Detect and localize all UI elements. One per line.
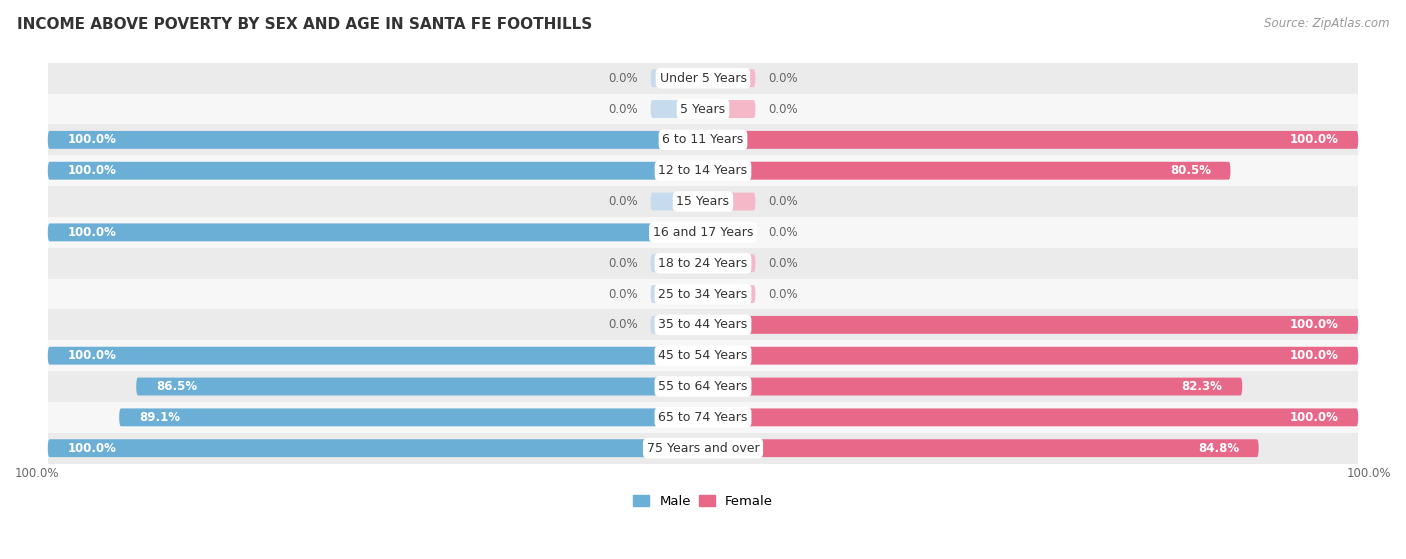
FancyBboxPatch shape (48, 439, 703, 457)
Text: 100.0%: 100.0% (67, 164, 117, 177)
FancyBboxPatch shape (136, 377, 703, 395)
Text: 6 to 11 Years: 6 to 11 Years (662, 134, 744, 146)
Text: 86.5%: 86.5% (156, 380, 197, 393)
FancyBboxPatch shape (48, 347, 703, 364)
Bar (48, 278, 1358, 310)
FancyBboxPatch shape (703, 377, 1243, 395)
Bar (48, 310, 1358, 340)
FancyBboxPatch shape (703, 162, 1230, 179)
Text: Source: ZipAtlas.com: Source: ZipAtlas.com (1264, 17, 1389, 30)
FancyBboxPatch shape (120, 409, 703, 427)
Text: 0.0%: 0.0% (607, 102, 637, 116)
Bar (48, 125, 1358, 155)
Bar (48, 217, 1358, 248)
Text: 100.0%: 100.0% (1347, 467, 1391, 480)
Bar (48, 94, 1358, 125)
Bar (48, 248, 1358, 278)
Text: 65 to 74 Years: 65 to 74 Years (658, 411, 748, 424)
Text: 75 Years and over: 75 Years and over (647, 442, 759, 454)
FancyBboxPatch shape (703, 439, 1258, 457)
FancyBboxPatch shape (651, 69, 703, 87)
FancyBboxPatch shape (703, 193, 755, 211)
Bar (48, 155, 1358, 186)
Text: 0.0%: 0.0% (607, 195, 637, 208)
FancyBboxPatch shape (703, 131, 1358, 149)
FancyBboxPatch shape (651, 316, 703, 334)
FancyBboxPatch shape (48, 162, 703, 179)
Bar (48, 433, 1358, 463)
Text: 100.0%: 100.0% (1289, 349, 1339, 362)
FancyBboxPatch shape (703, 224, 755, 241)
Text: 100.0%: 100.0% (1289, 319, 1339, 331)
FancyBboxPatch shape (703, 409, 1358, 427)
Text: 0.0%: 0.0% (769, 195, 799, 208)
FancyBboxPatch shape (703, 100, 755, 118)
FancyBboxPatch shape (48, 224, 703, 241)
Text: 5 Years: 5 Years (681, 102, 725, 116)
Text: 0.0%: 0.0% (769, 72, 799, 85)
Text: 100.0%: 100.0% (15, 467, 59, 480)
Text: Under 5 Years: Under 5 Years (659, 72, 747, 85)
Text: INCOME ABOVE POVERTY BY SEX AND AGE IN SANTA FE FOOTHILLS: INCOME ABOVE POVERTY BY SEX AND AGE IN S… (17, 17, 592, 32)
Text: 84.8%: 84.8% (1198, 442, 1239, 454)
Text: 100.0%: 100.0% (1289, 411, 1339, 424)
Bar (48, 340, 1358, 371)
Text: 100.0%: 100.0% (1289, 134, 1339, 146)
Text: 18 to 24 Years: 18 to 24 Years (658, 257, 748, 269)
FancyBboxPatch shape (651, 254, 703, 272)
Text: 100.0%: 100.0% (67, 226, 117, 239)
FancyBboxPatch shape (703, 285, 755, 303)
FancyBboxPatch shape (651, 100, 703, 118)
Text: 15 Years: 15 Years (676, 195, 730, 208)
FancyBboxPatch shape (48, 131, 703, 149)
Legend: Male, Female: Male, Female (627, 490, 779, 513)
Text: 16 and 17 Years: 16 and 17 Years (652, 226, 754, 239)
FancyBboxPatch shape (703, 316, 1358, 334)
Text: 35 to 44 Years: 35 to 44 Years (658, 319, 748, 331)
Text: 55 to 64 Years: 55 to 64 Years (658, 380, 748, 393)
Text: 100.0%: 100.0% (67, 134, 117, 146)
Text: 0.0%: 0.0% (607, 287, 637, 301)
Text: 45 to 54 Years: 45 to 54 Years (658, 349, 748, 362)
Text: 0.0%: 0.0% (769, 226, 799, 239)
FancyBboxPatch shape (703, 347, 1358, 364)
Text: 0.0%: 0.0% (769, 102, 799, 116)
Bar (48, 63, 1358, 94)
Text: 89.1%: 89.1% (139, 411, 180, 424)
Text: 100.0%: 100.0% (67, 349, 117, 362)
Text: 100.0%: 100.0% (67, 442, 117, 454)
Text: 0.0%: 0.0% (769, 257, 799, 269)
Bar (48, 402, 1358, 433)
Text: 82.3%: 82.3% (1181, 380, 1223, 393)
FancyBboxPatch shape (651, 193, 703, 211)
FancyBboxPatch shape (703, 69, 755, 87)
Text: 12 to 14 Years: 12 to 14 Years (658, 164, 748, 177)
Text: 0.0%: 0.0% (769, 287, 799, 301)
Bar (48, 186, 1358, 217)
Text: 25 to 34 Years: 25 to 34 Years (658, 287, 748, 301)
Bar (48, 371, 1358, 402)
FancyBboxPatch shape (703, 254, 755, 272)
Text: 0.0%: 0.0% (607, 257, 637, 269)
Text: 80.5%: 80.5% (1170, 164, 1211, 177)
FancyBboxPatch shape (651, 285, 703, 303)
Text: 0.0%: 0.0% (607, 319, 637, 331)
Text: 0.0%: 0.0% (607, 72, 637, 85)
